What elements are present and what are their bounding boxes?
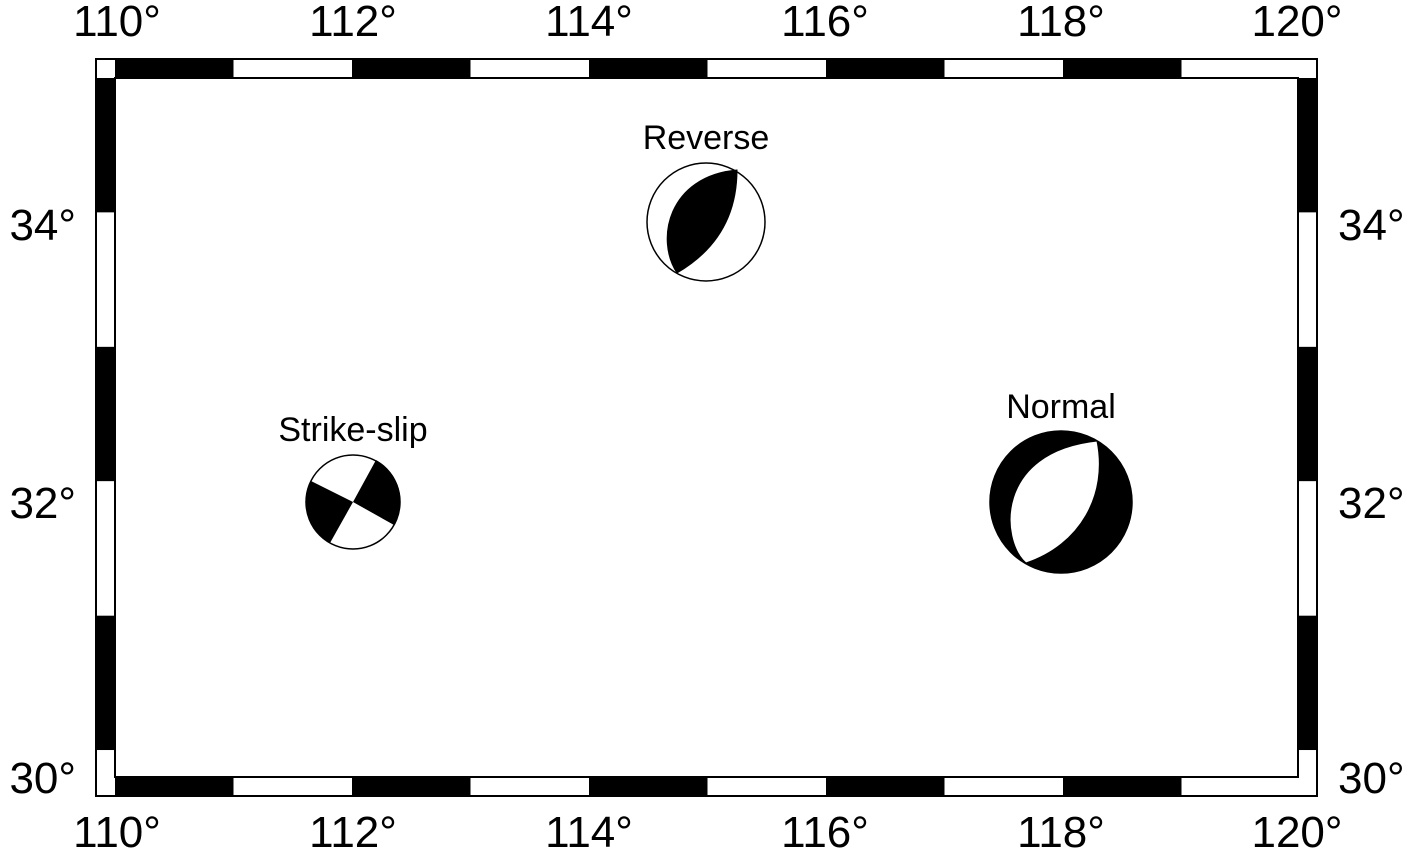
frame-left-segment <box>97 78 115 213</box>
lon-label-top-118: 118° <box>1017 0 1105 46</box>
longitude-labels-bottom: 110° 112° 114° 116° 118° 120° <box>73 808 1342 855</box>
lon-label-bottom-118: 118° <box>1017 808 1105 855</box>
frame-bottom-segment <box>589 777 708 795</box>
frame-right-segment <box>1298 78 1316 213</box>
latitude-labels-left: 30° 32° 34° <box>9 201 76 803</box>
frame-bottom-segment <box>826 777 945 795</box>
lon-label-top-112: 112° <box>309 0 397 46</box>
lon-label-top-116: 116° <box>781 0 869 46</box>
beachball-label-strike-slip: Strike-slip <box>278 411 427 449</box>
lat-label-left-32: 32° <box>9 479 76 528</box>
frame-left-segment <box>97 750 115 777</box>
frame-right-segment <box>1298 346 1316 482</box>
lon-label-bottom-110: 110° <box>73 808 161 855</box>
lat-label-right-34: 34° <box>1338 201 1405 250</box>
frame-bottom-segment <box>707 777 826 795</box>
lon-label-top-114: 114° <box>545 0 633 46</box>
frame-top-segment <box>115 60 234 78</box>
lat-label-right-32: 32° <box>1338 479 1405 528</box>
beachball-strike-slip-quadrant-2 <box>306 481 353 543</box>
frame-corner <box>97 60 115 78</box>
lat-label-left-34: 34° <box>9 201 76 250</box>
beachball-label-reverse: Reverse <box>643 119 770 157</box>
frame-corner <box>1298 777 1316 795</box>
beachball-strike-slip: Strike-slip <box>278 411 428 550</box>
beachball-reverse: Reverse <box>643 119 770 282</box>
frame-bottom-segment <box>1181 777 1300 795</box>
frame-top-segment <box>826 60 945 78</box>
latitude-labels-right: 30° 32° 34° <box>1338 201 1405 803</box>
beachball-label-normal: Normal <box>1006 388 1116 426</box>
frame-left-segment <box>97 481 115 616</box>
longitude-labels-top: 110° 112° 114° 116° 118° 120° <box>73 0 1342 46</box>
frame-top-segment <box>470 60 589 78</box>
frame-right-segment <box>1298 615 1316 751</box>
lon-label-bottom-112: 112° <box>309 808 397 855</box>
frame-bottom-segment <box>233 777 352 795</box>
frame-bottom-segment <box>1063 777 1182 795</box>
frame-bottom-segment <box>352 777 471 795</box>
frame-bottom-segment <box>115 777 234 795</box>
lon-label-top-120: 120° <box>1251 0 1342 46</box>
frame-top-segment <box>1063 60 1182 78</box>
frame-top-segment <box>589 60 708 78</box>
frame-top-segment <box>233 60 352 78</box>
beachball-strike-slip-quadrant-1 <box>353 460 401 525</box>
frame-left-segment <box>97 346 115 482</box>
frame-bottom-segment <box>470 777 589 795</box>
lon-label-top-110: 110° <box>73 0 161 46</box>
beachball-normal: Normal <box>989 388 1133 574</box>
lon-label-bottom-114: 114° <box>545 808 633 855</box>
beachball-reverse-compressional-lobe <box>666 169 738 274</box>
frame-top-segment <box>1181 60 1300 78</box>
frame-corner <box>97 777 115 795</box>
frame-top-segment <box>944 60 1063 78</box>
frame-outer-outline <box>95 58 1318 797</box>
frame-inner-outline <box>114 77 1299 778</box>
frame-right-segment <box>1298 750 1316 777</box>
lon-label-bottom-116: 116° <box>781 808 869 855</box>
frame-left-segment <box>97 615 115 751</box>
frame-top-segment <box>352 60 471 78</box>
frame-right-segment <box>1298 481 1316 616</box>
beachball-normal-dilatational-lobe <box>1009 440 1100 564</box>
frame-top-segment <box>707 60 826 78</box>
frame-corner <box>1298 60 1316 78</box>
lon-label-bottom-120: 120° <box>1251 808 1342 855</box>
lat-label-right-30: 30° <box>1338 754 1405 803</box>
frame-bottom-segment <box>944 777 1063 795</box>
frame-right-segment <box>1298 212 1316 347</box>
lat-label-left-30: 30° <box>9 754 76 803</box>
frame-left-segment <box>97 212 115 347</box>
